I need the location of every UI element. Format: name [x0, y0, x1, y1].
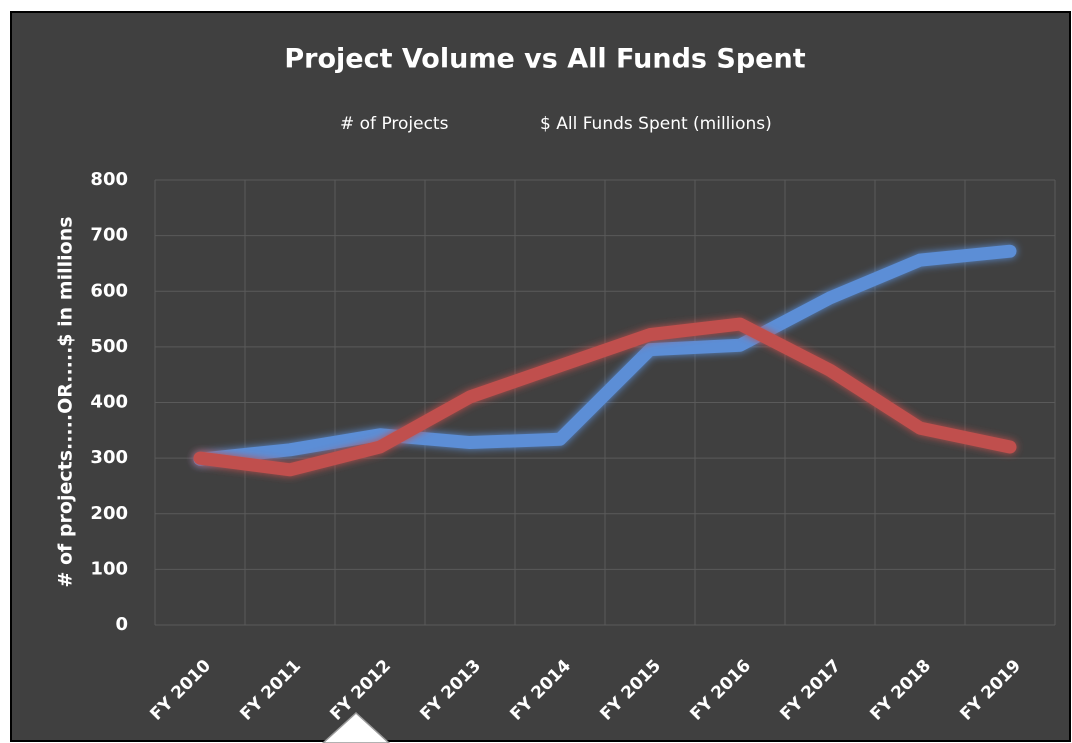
legend-label: $ All Funds Spent (millions): [540, 114, 772, 134]
y-tick-label: 400: [90, 392, 128, 413]
y-tick-label: 300: [90, 447, 128, 468]
y-axis-label: # of projects.....OR.....$ in millions: [55, 216, 77, 587]
y-tick-label: 800: [90, 169, 128, 190]
chart-title: Project Volume vs All Funds Spent: [284, 44, 805, 75]
legend-label: # of Projects: [340, 114, 449, 134]
y-tick-label: 0: [115, 614, 128, 635]
y-tick-label: 100: [90, 558, 128, 579]
y-tick-label: 600: [90, 280, 128, 301]
series-line: [193, 244, 1017, 466]
scroll-handle: [321, 711, 391, 743]
y-tick-label: 200: [90, 503, 128, 524]
y-tick-label: 700: [90, 225, 128, 246]
y-tick-label: 500: [90, 336, 128, 357]
series-line: [193, 317, 1017, 477]
